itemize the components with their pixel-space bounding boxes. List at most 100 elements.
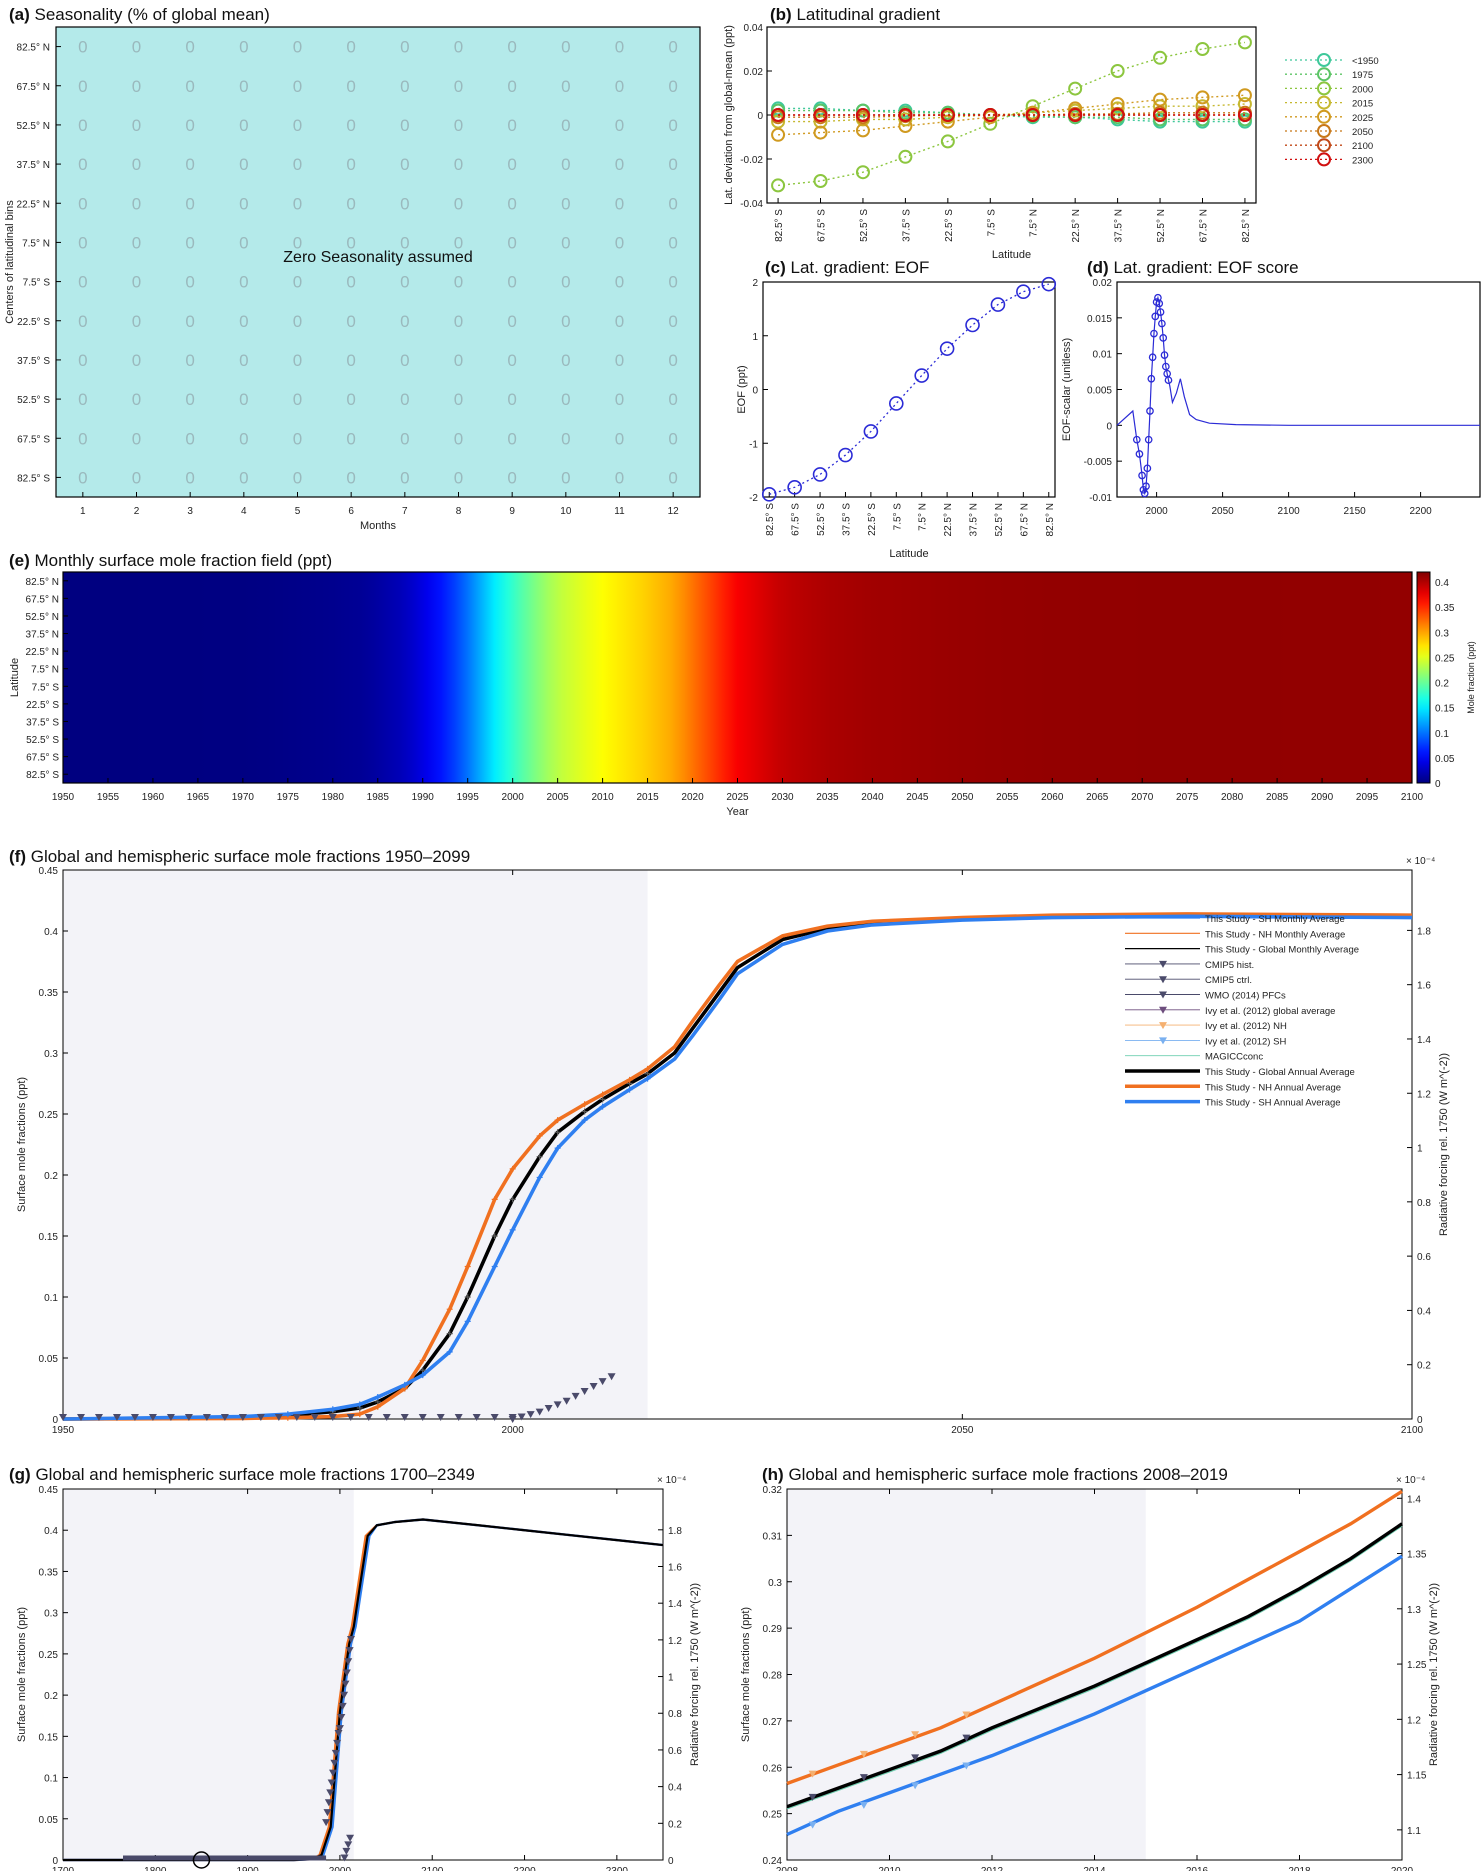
legend-marker (1159, 991, 1167, 999)
x-tick-label: 2008 (776, 1866, 799, 1871)
cell-value: 0 (454, 38, 463, 57)
cell-value: 0 (507, 351, 516, 370)
series-marker (581, 1101, 588, 1108)
wmo-marker (341, 1680, 350, 1688)
cell-value: 0 (561, 233, 570, 252)
legend-marker (1317, 138, 1331, 153)
panel-letter: (g) (9, 1465, 35, 1484)
colorbar-tick-label: 0 (1435, 779, 1441, 790)
wmo-marker (329, 1769, 337, 1777)
cell-value: 0 (185, 38, 194, 57)
wmo-marker (333, 1739, 342, 1747)
panel-title: (a) Seasonality (% of global mean) (9, 5, 270, 24)
measurement-marker (808, 1770, 817, 1778)
x-tick-label: 2014 (1083, 1866, 1106, 1871)
legend-label: This Study - Global Annual Average (1205, 1067, 1355, 1078)
x-tick-label: 2015 (636, 792, 659, 803)
x-tick-label: 22.5° S (867, 503, 878, 536)
legend-label: This Study - NH Monthly Average (1205, 929, 1345, 940)
cell-value: 0 (668, 351, 677, 370)
series-marker (464, 1318, 471, 1325)
historical-shading (63, 1489, 354, 1860)
eof-point (863, 424, 879, 439)
y-tick-label: 22.5° N (17, 199, 50, 210)
x-tick-label: 82.5° N (1241, 209, 1252, 242)
x-tick-label: 82.5° S (774, 209, 785, 242)
cell-value: 0 (293, 38, 302, 57)
measurement-marker (808, 1793, 817, 1801)
cell-value: 0 (293, 194, 302, 213)
series-point (1153, 50, 1168, 65)
x-tick-label: 2010 (878, 1866, 901, 1871)
y-tick-label: 82.5° N (17, 43, 50, 54)
cell-value: 0 (346, 351, 355, 370)
eof-score-point (1143, 464, 1152, 473)
panel-title-text: Lat. gradient: EOF (791, 258, 930, 277)
y-tick-label: 0.04 (744, 23, 764, 34)
panel-letter: (d) (1087, 258, 1113, 277)
y-right-tick-label: 1 (668, 1673, 674, 1684)
y-tick-label: 1 (752, 332, 758, 343)
panel-letter: (h) (762, 1465, 788, 1484)
cell-value: 0 (293, 155, 302, 174)
panel-title: (d) Lat. gradient: EOF score (1087, 258, 1299, 277)
series-point (1237, 88, 1252, 103)
series-point (855, 123, 870, 138)
cmip5-marker (184, 1414, 193, 1421)
legend-marker (1317, 53, 1331, 67)
cell-value: 0 (293, 233, 302, 252)
x-axis-label: Latitude (992, 249, 1031, 261)
cell-value: 0 (668, 194, 677, 213)
cell-value: 0 (507, 429, 516, 448)
eof-point (812, 467, 828, 482)
series-marker (599, 1091, 606, 1098)
wmo-marker (324, 1799, 333, 1807)
series-marker (536, 1132, 543, 1139)
y-tick-label: 0.3 (44, 1049, 58, 1060)
y-right-tick-label: 1.2 (1417, 1089, 1431, 1100)
y-tick-label: -0.005 (1084, 457, 1113, 468)
cell-value: 0 (561, 429, 570, 448)
series-marker (626, 1076, 633, 1083)
cell-value: 0 (454, 77, 463, 96)
panel-a: (a) Seasonality (% of global mean) 82.5° … (4, 5, 701, 532)
cell-value: 0 (346, 116, 355, 135)
y-tick-label: -1 (749, 439, 758, 450)
y-tick-label: 0.28 (763, 1671, 783, 1682)
series-marker (284, 1411, 291, 1418)
x-tick-label: 2200 (513, 1866, 536, 1871)
eof-point (761, 487, 777, 502)
x-tick-label: 2045 (906, 792, 929, 803)
x-tick-label: 2012 (981, 1866, 1004, 1871)
series-marker (644, 1075, 651, 1082)
cmip5-marker (292, 1414, 301, 1421)
colorbar-tick-label: 0.3 (1435, 628, 1449, 639)
seasonality-field (55, 26, 701, 498)
cmip5-marker (346, 1414, 355, 1421)
cell-value: 0 (615, 233, 624, 252)
series-point (813, 174, 828, 188)
x-tick-label: 52.5° N (1156, 209, 1167, 242)
cell-value: 0 (239, 77, 248, 96)
y-right-tick-label: 0.8 (668, 1709, 682, 1720)
colorbar-tick-label: 0.25 (1435, 653, 1455, 664)
cell-value: 0 (239, 194, 248, 213)
cell-value: 0 (132, 273, 141, 292)
cell-value: 0 (400, 351, 409, 370)
y-tick-label: -0.04 (740, 199, 763, 210)
cell-value: 0 (132, 233, 141, 252)
right-axis-exponent: × 10⁻⁴ (1406, 856, 1435, 867)
series-marker (581, 1117, 588, 1124)
cell-value: 0 (400, 429, 409, 448)
cell-value: 0 (454, 429, 463, 448)
x-tick-label: 22.5° S (944, 209, 955, 242)
series-marker (491, 1233, 498, 1239)
eof-score-point (1140, 489, 1149, 498)
eof-score-point (1148, 353, 1157, 362)
series-line-This Study - SH Annual Average (786, 1554, 1403, 1837)
cell-value: 0 (78, 351, 87, 370)
y-tick-label: 2 (752, 278, 758, 289)
cell-value: 0 (668, 233, 677, 252)
wmo-marker (571, 1392, 580, 1400)
eof-score-point (1150, 329, 1158, 338)
